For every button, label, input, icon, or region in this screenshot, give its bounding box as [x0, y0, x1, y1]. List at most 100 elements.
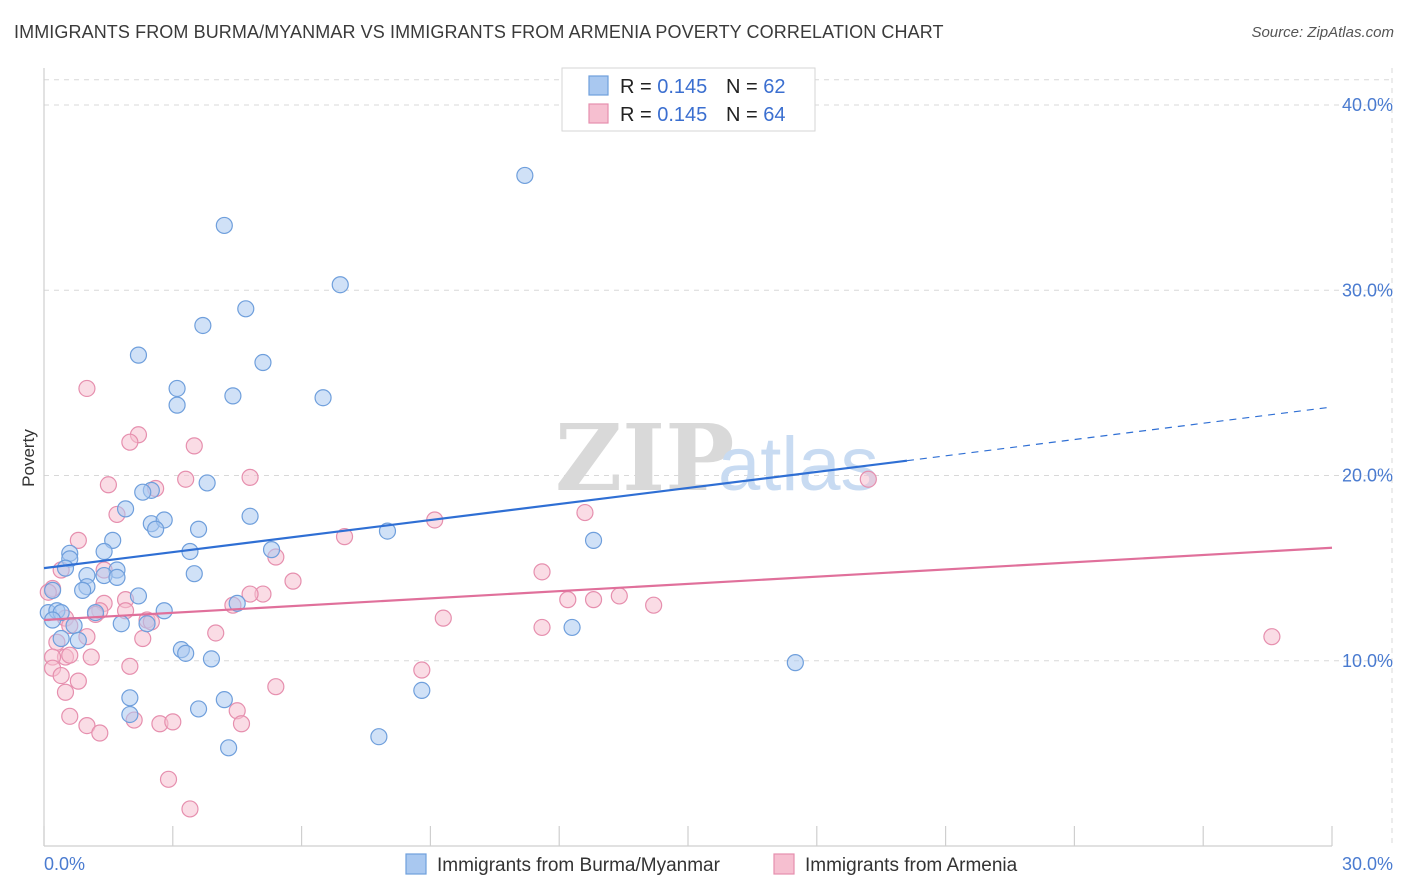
- armenia-point: [52, 666, 70, 685]
- legend-row-2-n: N = 64: [726, 104, 786, 126]
- burma-point: [314, 389, 332, 407]
- burma-point: [224, 387, 242, 405]
- burma-point: [185, 565, 203, 583]
- burma-point: [378, 522, 397, 540]
- watermark-zip: ZIP: [555, 404, 734, 512]
- legend-swatch-armenia: [588, 103, 609, 124]
- burma-point: [129, 587, 148, 605]
- armenia-point: [1263, 628, 1281, 646]
- burma-point: [116, 500, 135, 518]
- trend-line-burma-extension: [906, 406, 1333, 462]
- burma-point: [155, 602, 173, 620]
- burma-point: [168, 379, 186, 398]
- armenia-point: [267, 678, 285, 696]
- armenia-point: [159, 770, 178, 788]
- burma-point: [215, 216, 233, 235]
- burma-point: [563, 618, 581, 637]
- armenia-point: [207, 624, 225, 642]
- armenia-point: [181, 800, 199, 818]
- burma-point: [202, 650, 221, 668]
- armenia-point: [164, 713, 182, 731]
- armenia-point: [99, 476, 118, 494]
- burma-point: [95, 542, 113, 561]
- chart-source: Source: ZipAtlas.com: [1251, 24, 1394, 41]
- burma-point: [331, 276, 349, 294]
- armenia-point: [533, 563, 551, 581]
- burma-point: [121, 705, 139, 724]
- burma-point: [189, 700, 208, 718]
- trend-line-armenia: [43, 546, 1333, 622]
- burma-point: [121, 689, 139, 707]
- legend-row-1: R = 0.145: [620, 76, 707, 98]
- legend-row-1-n: N = 62: [726, 76, 786, 98]
- y-tick-label: 20.0%: [1342, 466, 1393, 486]
- burma-point: [56, 559, 75, 577]
- burma-point: [43, 581, 62, 599]
- armenia-point: [610, 587, 628, 605]
- armenia-point: [82, 648, 100, 666]
- legend-r-value-2: 0.145: [657, 104, 707, 126]
- burma-point: [241, 507, 259, 525]
- armenia-point: [78, 379, 96, 398]
- armenia-point: [584, 591, 603, 609]
- legend-n-label-2: N =: [726, 104, 763, 126]
- burma-point: [65, 616, 83, 635]
- armenia-point: [134, 629, 152, 648]
- bottom-legend: Immigrants from Burma/Myanmar Immigrants…: [405, 853, 1018, 876]
- burma-point: [215, 691, 233, 709]
- burma-point: [108, 568, 126, 587]
- burma-point: [220, 739, 238, 757]
- burma-point: [177, 644, 195, 662]
- armenia-point: [413, 661, 431, 679]
- armenia-point: [61, 646, 79, 664]
- burma-point: [112, 615, 130, 633]
- burma-point: [129, 346, 148, 364]
- burma-point: [262, 541, 281, 559]
- y-tick-label: 30.0%: [1342, 280, 1393, 300]
- bottom-legend-swatch-armenia: [773, 853, 795, 875]
- burma-point: [147, 520, 165, 538]
- legend-row-2: R = 0.145: [620, 104, 707, 126]
- x-tick-label: 30.0%: [1342, 854, 1393, 874]
- bottom-legend-swatch-burma: [405, 853, 427, 875]
- armenia-point: [121, 433, 139, 451]
- legend-r-label-1: R =: [620, 76, 657, 98]
- tick-labels: 10.0% 20.0% 30.0% 40.0% 0.0% 30.0%: [43, 95, 1393, 874]
- burma-point: [237, 300, 255, 318]
- burma-point: [52, 629, 70, 648]
- armenia-point: [241, 468, 259, 486]
- bottom-legend-label-burma: Immigrants from Burma/Myanmar: [437, 855, 721, 876]
- burma-point: [69, 631, 87, 649]
- burma-point: [516, 166, 534, 185]
- armenia-point: [559, 591, 577, 609]
- armenia-point: [434, 609, 452, 627]
- armenia-point: [78, 716, 96, 735]
- burma-point: [584, 531, 603, 549]
- armenia-point: [576, 503, 594, 522]
- armenia-point: [232, 715, 251, 733]
- legend-swatch-burma: [588, 75, 609, 96]
- armenia-point: [91, 724, 109, 742]
- y-axis-title: Poverty: [19, 429, 38, 487]
- burma-point: [134, 483, 152, 501]
- trend-lines: [43, 406, 1333, 622]
- y-tick-label: 40.0%: [1342, 95, 1393, 115]
- burma-point: [228, 594, 246, 612]
- legend-r-value-1: 0.145: [657, 76, 707, 98]
- burma-point: [254, 353, 272, 372]
- burma-point: [370, 728, 388, 746]
- burma-point: [138, 615, 156, 633]
- burma-point: [194, 316, 212, 335]
- chart-title: IMMIGRANTS FROM BURMA/MYANMAR VS IMMIGRA…: [14, 22, 944, 42]
- burma-point: [189, 520, 208, 538]
- armenia-point: [533, 618, 551, 637]
- legend-n-label-1: N =: [726, 76, 763, 98]
- armenia-point: [859, 470, 877, 488]
- burma-point: [168, 396, 186, 414]
- watermark: ZIP atlas: [555, 404, 879, 512]
- y-tick-label: 10.0%: [1342, 651, 1393, 671]
- x-tick-label: 0.0%: [44, 854, 85, 874]
- armenia-point: [121, 657, 139, 675]
- burma-point: [413, 681, 431, 700]
